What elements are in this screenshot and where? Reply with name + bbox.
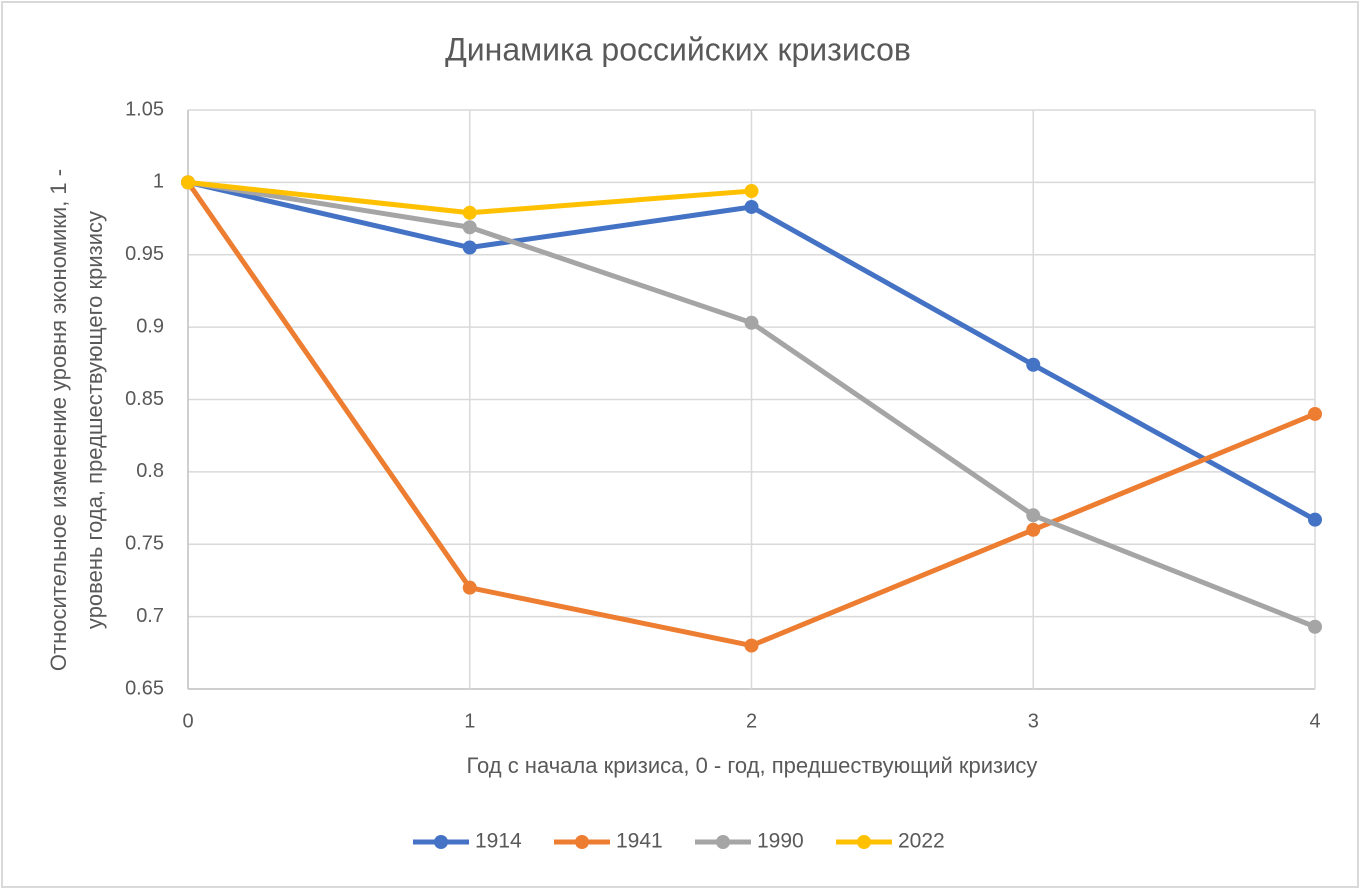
y-tick-label: 0.9 [136, 315, 164, 337]
data-point [1308, 406, 1322, 421]
y-tick-label: 1.05 [125, 98, 164, 120]
legend-label: 2022 [898, 830, 945, 853]
chart-title: Динамика российских кризисов [445, 31, 911, 67]
data-point [1026, 508, 1041, 523]
data-point [462, 220, 477, 235]
y-tick-label: 1 [153, 171, 164, 193]
data-point [1026, 522, 1041, 537]
x-tick-label: 3 [1028, 710, 1039, 732]
legend-label: 1941 [616, 830, 663, 853]
data-point [1026, 357, 1041, 372]
data-point [744, 315, 759, 330]
y-tick-label: 0.65 [125, 677, 164, 699]
y-tick-label: 0.75 [125, 533, 164, 555]
legend-marker [434, 835, 448, 849]
data-point [462, 205, 477, 220]
x-tick-label: 4 [1309, 710, 1320, 732]
y-tick-label: 0.95 [125, 243, 164, 265]
y-tick-label: 0.7 [136, 605, 164, 627]
data-point [1308, 512, 1322, 527]
x-tick-label: 2 [746, 710, 757, 732]
legend-marker [716, 835, 730, 849]
legend-marker [857, 835, 871, 849]
data-point [181, 175, 195, 190]
legend-marker [575, 835, 589, 849]
legend-label: 1990 [757, 830, 804, 853]
y-tick-label: 0.85 [125, 388, 164, 410]
legend-label: 1914 [475, 830, 522, 853]
data-point [1308, 619, 1322, 634]
y-tick-label: 0.8 [136, 460, 164, 482]
x-axis-title: Год с начала кризиса, 0 - год, предшеств… [467, 753, 1038, 778]
data-point [744, 638, 759, 653]
x-tick-label: 0 [182, 710, 193, 732]
data-point [744, 199, 759, 214]
y-axis-title: уровень года, предшествующего кризису [82, 211, 107, 629]
data-point [462, 240, 477, 255]
x-tick-label: 1 [464, 710, 475, 732]
data-point [462, 580, 477, 595]
y-axis-title: Относительное изменение уровня экономики… [46, 169, 71, 671]
data-point [744, 184, 759, 199]
